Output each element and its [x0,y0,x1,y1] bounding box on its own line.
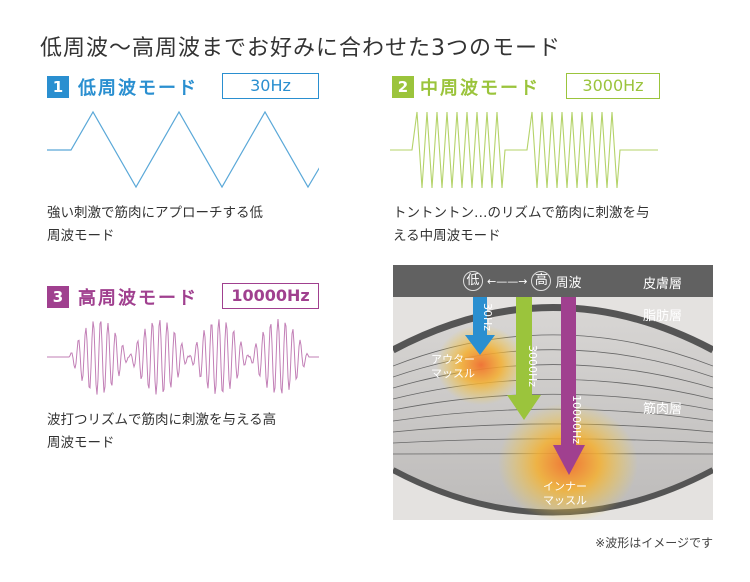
mode-2-label: 中周波モード [420,78,540,99]
arrow-label-10000hz: 10000Hz [570,395,583,444]
desc-line: 強い刺激で筋肉にアプローチする低 [47,205,263,221]
muscle-layer-label: 筋肉層 [643,402,683,417]
mode-1-badge: 1 [47,76,69,98]
mode-2-description: トントントン…のリズムで筋肉に刺激を与 える中周波モード [393,202,713,248]
high-frequency-waveform [47,319,319,395]
desc-line: 周波モード [47,435,115,451]
low-frequency-waveform [47,110,319,189]
muscle-fiber-line [393,349,713,378]
muscle-fiber-line [393,364,713,389]
mid-frequency-waveform [390,111,658,189]
range-arrow: ←——→ [487,274,528,288]
mode-2-badge: 2 [392,76,414,98]
frequency-word: 周波 [555,275,582,291]
muscle-fiber-line [393,334,713,367]
tissue-penetration-diagram: 30Hz 3000Hz 10000Hz 低 ←——→ 高 周波 皮膚層 脂肪層 … [393,265,713,520]
label-line: マッスル [431,367,475,380]
mode-1-frequency: 30Hz [222,73,319,99]
desc-line: 波打つリズムで筋肉に刺激を与える高 [47,412,277,428]
outer-muscle-label: アウター マッスル [431,353,475,381]
frequency-10000hz-arrow [553,297,585,475]
inner-muscle-label: インナー マッスル [543,480,587,508]
arrow-label-3000hz: 3000Hz [526,345,539,387]
label-line: インナー [543,480,587,493]
footnote: ※波形はイメージです [595,536,713,550]
label-line: マッスル [543,494,587,507]
frequency-30hz-arrow [465,297,495,355]
desc-line: える中周波モード [393,228,501,244]
desc-line: 周波モード [47,228,115,244]
fat-layer-label: 脂肪層 [643,309,683,324]
mode-3-description: 波打つリズムで筋肉に刺激を与える高 周波モード [47,409,327,455]
label-line: アウター [431,353,475,366]
page-title: 低周波～高周波までお好みに合わせた3つのモード [40,36,561,61]
tissue-layers-illustration: 30Hz 3000Hz 10000Hz [393,265,713,520]
mode-1-description: 強い刺激で筋肉にアプローチする低 周波モード [47,202,327,248]
skin-layer-label: 皮膚層 [643,277,683,292]
mode-1-label: 低周波モード [78,78,198,99]
mode-3-badge: 3 [47,286,69,308]
low-marker: 低 [463,271,483,291]
outer-muscle-heat [436,325,526,405]
muscle-fiber-line [393,393,713,411]
frequency-3000hz-arrow [507,297,541,420]
mode-3-label: 高周波モード [78,288,198,309]
desc-line: トントントン…のリズムで筋肉に刺激を与 [393,205,650,221]
mode-2-frequency: 3000Hz [566,73,660,99]
arrow-label-30hz: 30Hz [481,303,494,331]
frequency-scale: 低 ←——→ 高 周波 [463,271,581,291]
high-marker: 高 [531,271,552,291]
muscle-fiber-line [393,379,713,400]
mode-3-frequency: 10000Hz [222,283,319,309]
